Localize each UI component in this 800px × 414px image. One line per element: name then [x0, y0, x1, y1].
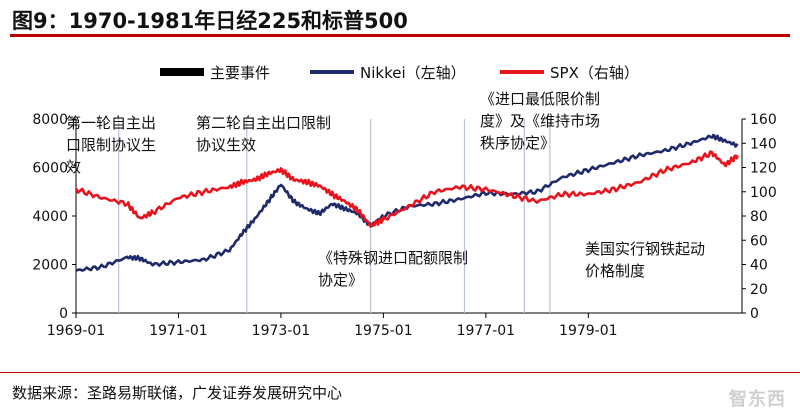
annotation-line: 协定》	[318, 271, 363, 289]
annotation-line: 《进口最低限价制	[480, 90, 600, 108]
y-right-tick-label: 20	[750, 282, 768, 298]
legend-label-spx: SPX（右轴）	[550, 63, 639, 82]
chart-legend: 主要事件 Nikkei（左轴） SPX（右轴）	[160, 60, 700, 90]
annotation-a4: 《进口最低限价制度》及《维持市场秩序协定》	[480, 90, 600, 152]
annotation-a1: 第一轮自主出口限制协议生效	[66, 114, 156, 176]
y-left-tick-label: 8000	[32, 112, 68, 128]
chart-series	[74, 133, 739, 272]
annotation-a5: 美国实行钢铁起动价格制度	[585, 240, 705, 280]
legend-label-nikkei: Nikkei（左轴）	[360, 63, 466, 82]
y-right-tick-label: 160	[750, 112, 777, 128]
legend-item-events: 主要事件	[160, 60, 270, 84]
annotation-line: 第二轮自主出口限制	[196, 114, 331, 132]
x-tick-label: 1977-01	[457, 323, 516, 339]
y-right-tick-label: 0	[750, 306, 759, 322]
y-left-tick-label: 0	[59, 306, 68, 322]
y-right-tick-label: 80	[750, 209, 768, 225]
source-note: 数据来源：圣路易斯联储，广发证券发展研究中心	[12, 384, 343, 402]
annotation-line: 价格制度	[585, 262, 645, 280]
legend-item-spx: SPX（右轴）	[500, 60, 639, 84]
y-right-tick-label: 120	[750, 161, 777, 177]
y-left-tick-label: 6000	[32, 161, 68, 177]
x-tick-label: 1979-01	[559, 323, 618, 339]
y-left-tick-label: 4000	[32, 209, 68, 225]
chart-axes: 1969-01 1971-01 1973-01 1975-01 1977-01 1979-…	[32, 112, 776, 339]
y-right-tick-label: 40	[750, 258, 768, 274]
legend-label-events: 主要事件	[210, 63, 271, 82]
annotation-line: 协议生效	[196, 136, 256, 154]
y-right-tick-label: 140	[750, 136, 777, 152]
y-right-tick-label: 60	[750, 233, 768, 249]
title-bar: 图9：1970-1981年日经225和标普500	[0, 0, 800, 40]
annotation-line: 《特殊钢进口配额限制	[318, 249, 468, 267]
y-right-tick-label: 100	[750, 185, 777, 201]
y-left-tick-label: 2000	[32, 258, 68, 274]
legend-swatch-events	[160, 68, 204, 76]
legend-item-nikkei: Nikkei（左轴）	[310, 60, 466, 84]
annotation-line: 第一轮自主出	[66, 114, 156, 132]
title-divider	[10, 34, 790, 37]
annotation-line: 度》及《维持市场	[480, 112, 600, 130]
annotation-a2: 第二轮自主出口限制协议生效	[196, 114, 331, 154]
x-tick-label: 1969-01	[47, 323, 106, 339]
annotation-line: 口限制协议生	[66, 136, 156, 154]
legend-swatch-nikkei	[310, 70, 354, 74]
annotation-line: 秩序协定》	[480, 134, 555, 152]
legend-swatch-spx	[500, 70, 544, 74]
page-title: 图9：1970-1981年日经225和标普500	[12, 9, 408, 33]
annotation-line: 效	[66, 158, 81, 176]
x-tick-label: 1971-01	[149, 323, 208, 339]
chart-events	[118, 119, 551, 313]
series-line-spx	[74, 150, 739, 228]
watermark-logo: 智东西	[729, 389, 786, 410]
x-tick-label: 1975-01	[354, 323, 413, 339]
source-divider	[0, 372, 800, 373]
annotation-a3: 《特殊钢进口配额限制协定》	[318, 249, 468, 289]
x-tick-label: 1973-01	[252, 323, 311, 339]
annotation-line: 美国实行钢铁起动	[585, 240, 705, 258]
chart-annotations: 第一轮自主出口限制协议生效第二轮自主出口限制协议生效《特殊钢进口配额限制协定》《…	[66, 90, 705, 289]
